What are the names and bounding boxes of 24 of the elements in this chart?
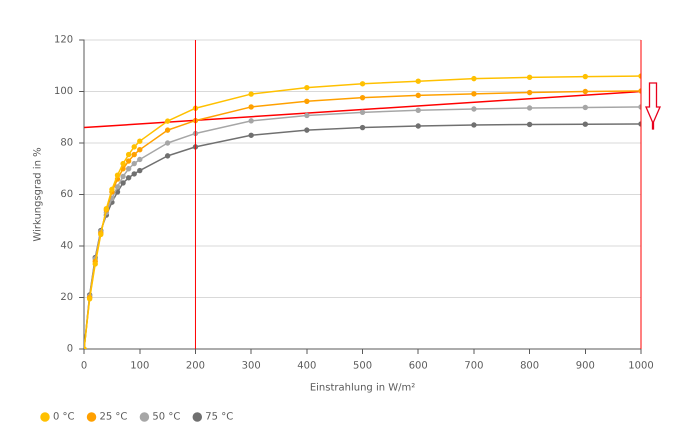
legend-label: 50 °C [152,412,180,423]
x-tick-label: 200 [186,360,206,372]
legend-label: 75 °C [205,412,234,423]
x-tick-label: 900 [576,360,595,372]
y-tick-label: 120 [54,34,74,46]
legend-label: 0 °C [53,412,75,423]
y-tick-label: 60 [60,189,74,200]
x-tick-label: 1000 [628,360,654,372]
y-tick-label: 40 [60,240,74,252]
y-tick-label: 80 [60,138,74,149]
x-tick-label: 100 [130,360,150,372]
x-axis-title: Einstrahlung in W/m² [310,382,416,394]
y-axis-title: Wirkungsgrad in % [32,147,44,242]
x-tick-label: 0 [80,360,88,372]
x-tick-label: 700 [464,360,484,372]
y-tick-label: 0 [66,344,74,355]
x-tick-label: 400 [297,360,316,372]
x-tick-label: 300 [242,360,261,372]
y-tick-label: 100 [54,86,74,98]
legend-label: 25 °C [100,412,128,423]
x-tick-label: 500 [352,360,372,372]
y-tick-label: 20 [60,292,74,304]
x-tick-label: 800 [520,360,540,372]
x-tick-label: 600 [408,360,428,372]
